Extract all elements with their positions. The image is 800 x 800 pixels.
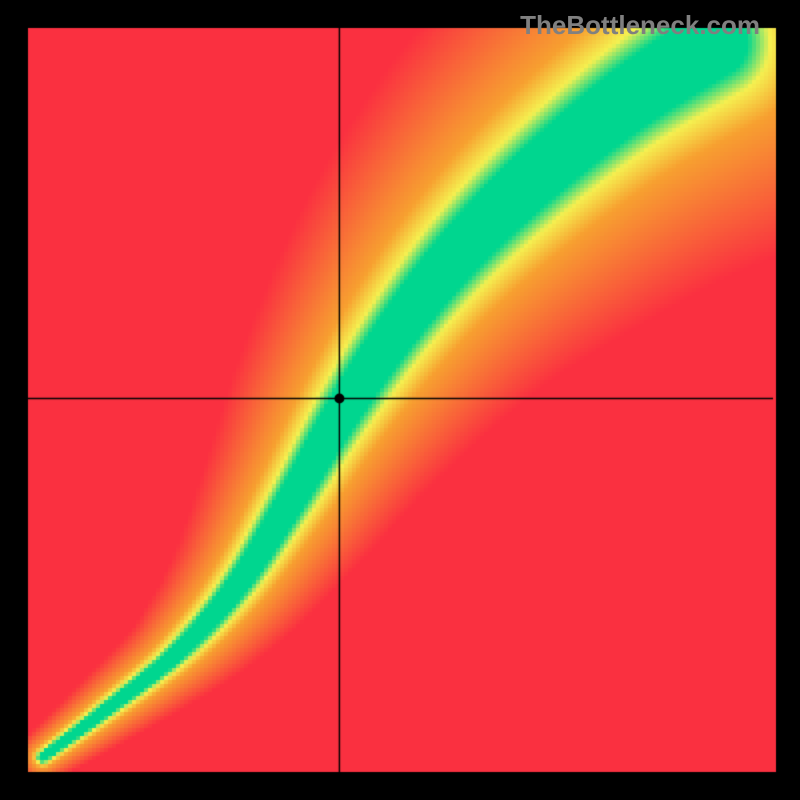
heatmap-canvas <box>0 0 800 800</box>
watermark-text: TheBottleneck.com <box>520 10 760 41</box>
chart-container: TheBottleneck.com <box>0 0 800 800</box>
